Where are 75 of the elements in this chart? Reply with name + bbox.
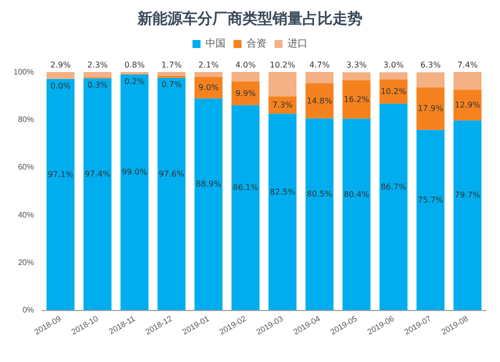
data-label: 97.1% <box>48 170 74 179</box>
bar <box>194 77 222 98</box>
data-label: 97.6% <box>158 169 185 178</box>
bar <box>194 98 222 310</box>
data-label: 75.7% <box>418 195 444 204</box>
bar <box>306 72 334 84</box>
bar <box>232 105 260 310</box>
data-label: 6.3% <box>420 60 442 70</box>
bar <box>268 114 296 310</box>
bar <box>454 90 482 120</box>
data-label: 99.0% <box>122 168 148 177</box>
bar <box>416 87 444 130</box>
y-tick-label: 0% <box>22 306 34 314</box>
y-tick-label: 100% <box>14 68 34 76</box>
chart-title: 新能源车分厂商类型销量占比走势 <box>136 10 362 28</box>
data-label: 12.9% <box>454 100 481 110</box>
data-label: 9.0% <box>198 83 220 92</box>
data-label: 10.2% <box>380 87 407 96</box>
bar <box>342 80 370 119</box>
bar <box>84 72 112 78</box>
data-label: 2.3% <box>87 60 108 70</box>
bar <box>46 72 74 79</box>
data-label: 0.7% <box>161 80 182 90</box>
legend-label: 进口 <box>288 38 308 50</box>
data-label: 86.7% <box>380 182 407 192</box>
bar <box>380 104 408 310</box>
bar <box>342 72 370 80</box>
bar <box>194 72 222 77</box>
bar <box>342 118 370 310</box>
y-tick-label: 60% <box>18 162 34 172</box>
data-label: 0.0% <box>50 81 72 90</box>
data-label: 9.9% <box>235 88 256 98</box>
legend-label: 中国 <box>206 38 226 50</box>
data-label: 86.1% <box>232 183 259 192</box>
y-tick-label: 80% <box>18 115 34 124</box>
bar <box>454 120 482 310</box>
bar <box>416 130 444 310</box>
bar <box>416 72 444 88</box>
bar <box>120 74 148 310</box>
data-label: 16.2% <box>344 94 370 104</box>
y-tick-label: 40% <box>18 210 34 220</box>
data-label: 0.8% <box>124 60 146 70</box>
data-label: 4.0% <box>235 60 256 70</box>
data-label: 97.4% <box>84 170 111 179</box>
data-label: 2.9% <box>50 60 72 70</box>
legend-label: 合资 <box>246 38 266 50</box>
bar <box>306 83 334 118</box>
y-tick-label: 20% <box>18 258 34 267</box>
bar <box>84 78 112 310</box>
data-label: 3.3% <box>346 60 368 70</box>
data-label: 0.2% <box>124 76 146 86</box>
data-label: 14.8% <box>306 96 333 106</box>
data-label: 80.4% <box>344 190 370 199</box>
data-label: 2.1% <box>198 60 220 70</box>
data-label: 80.5% <box>306 190 333 199</box>
data-label: 3.0% <box>383 60 404 70</box>
data-label: 7.4% <box>457 60 478 70</box>
bar <box>380 72 408 80</box>
bar <box>158 78 186 310</box>
bar <box>306 118 334 310</box>
bar <box>158 72 186 76</box>
data-label: 88.9% <box>196 180 222 189</box>
bar <box>454 72 482 90</box>
data-label: 82.5% <box>270 187 296 196</box>
data-label: 79.7% <box>454 190 481 200</box>
data-label: 0.3% <box>87 80 108 90</box>
bar <box>232 82 260 106</box>
data-label: 17.9% <box>418 104 444 114</box>
bar <box>268 72 296 96</box>
bar <box>46 78 74 310</box>
data-label: 10.2% <box>270 60 296 70</box>
bar <box>232 72 260 82</box>
data-label: 4.7% <box>309 60 330 70</box>
data-label: 7.3% <box>272 100 294 110</box>
data-label: 1.7% <box>161 60 182 70</box>
